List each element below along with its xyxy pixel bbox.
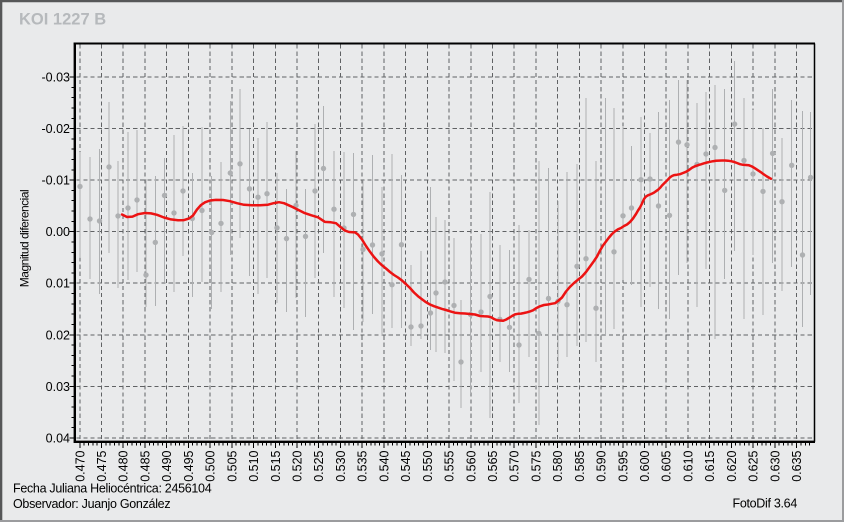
svg-text:0.480: 0.480 [117,450,131,481]
svg-text:0.635: 0.635 [790,450,804,481]
svg-text:0.560: 0.560 [464,450,478,481]
svg-text:0.585: 0.585 [573,450,587,481]
svg-text:0.620: 0.620 [725,450,739,481]
svg-text:0.01: 0.01 [46,277,70,291]
svg-text:-0.02: -0.02 [42,122,71,136]
svg-text:0.475: 0.475 [95,450,109,481]
svg-text:0.550: 0.550 [421,450,435,481]
svg-text:0.520: 0.520 [291,450,305,481]
svg-text:0.510: 0.510 [247,450,261,481]
svg-text:FotoDif 3.64: FotoDif 3.64 [733,496,798,510]
svg-text:0.540: 0.540 [377,450,391,481]
svg-text:0.545: 0.545 [399,450,413,481]
svg-text:0.00: 0.00 [46,225,70,239]
svg-text:0.575: 0.575 [529,450,543,481]
svg-text:KOI 1227 B: KOI 1227 B [19,11,106,29]
svg-text:-0.01: -0.01 [42,174,71,188]
svg-text:0.04: 0.04 [46,431,70,445]
svg-text:0.610: 0.610 [681,450,695,481]
svg-text:0.625: 0.625 [747,450,761,481]
svg-text:0.590: 0.590 [595,450,609,481]
svg-text:0.03: 0.03 [46,380,70,394]
svg-text:Magnitud diferencial: Magnitud diferencial [18,190,32,287]
svg-text:0.535: 0.535 [356,450,370,481]
svg-text:0.600: 0.600 [638,450,652,481]
svg-text:Fecha Juliana Heliocéntrica: 2: Fecha Juliana Heliocéntrica: 2456104 [13,482,212,496]
svg-text:0.505: 0.505 [225,450,239,481]
svg-text:0.470: 0.470 [73,450,87,481]
svg-text:0.570: 0.570 [508,450,522,481]
svg-text:0.485: 0.485 [138,450,152,481]
svg-text:0.490: 0.490 [160,450,174,481]
svg-text:0.630: 0.630 [768,450,782,481]
svg-text:0.525: 0.525 [312,450,326,481]
svg-text:0.595: 0.595 [616,450,630,481]
svg-text:0.02: 0.02 [46,328,70,342]
svg-text:0.555: 0.555 [443,450,457,481]
svg-text:0.580: 0.580 [551,450,565,481]
svg-text:-0.03: -0.03 [42,71,71,85]
svg-text:0.515: 0.515 [269,450,283,481]
svg-text:0.565: 0.565 [486,450,500,481]
svg-text:0.495: 0.495 [182,450,196,481]
svg-text:0.530: 0.530 [334,450,348,481]
svg-text:0.500: 0.500 [204,450,218,481]
svg-text:Observador: Juanjo González: Observador: Juanjo González [13,497,170,511]
svg-text:0.615: 0.615 [703,450,717,481]
svg-text:0.605: 0.605 [660,450,674,481]
